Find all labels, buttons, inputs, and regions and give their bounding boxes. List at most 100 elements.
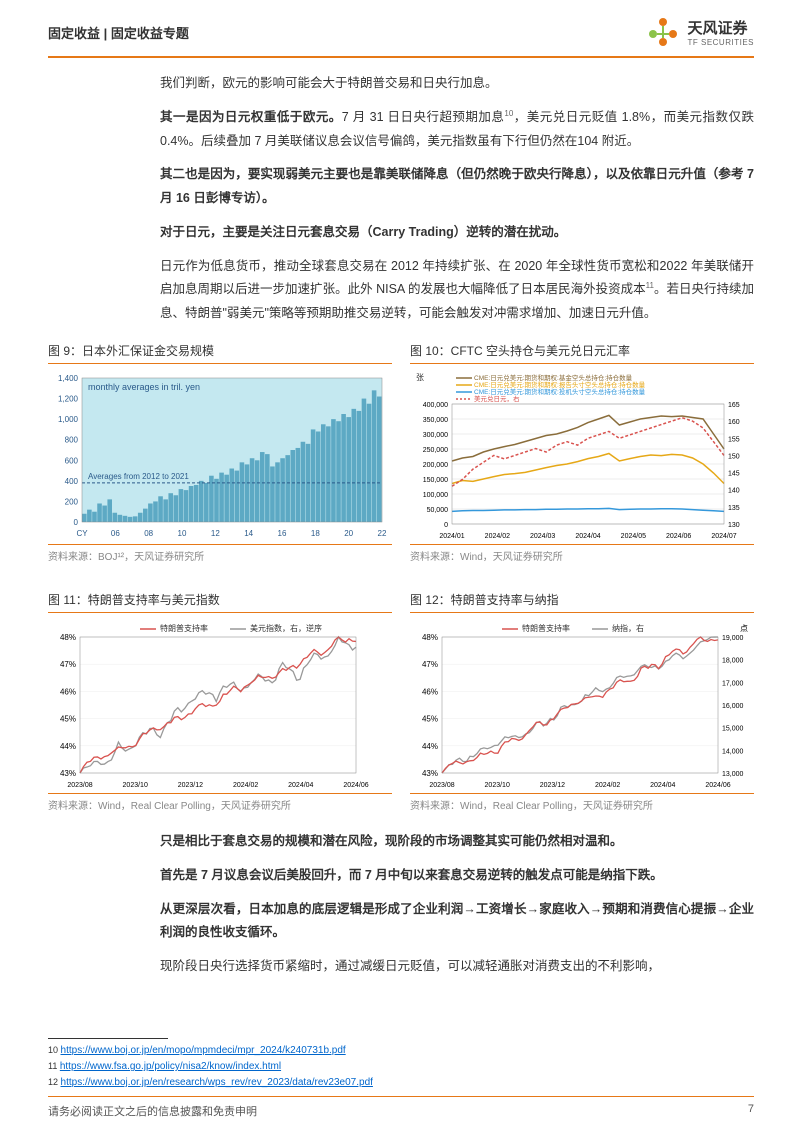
document-category: 固定收益 | 固定收益专题 [48, 23, 189, 42]
svg-text:140: 140 [728, 488, 740, 495]
svg-text:19,000: 19,000 [722, 635, 744, 642]
page-header: 固定收益 | 固定收益专题 天风证券 TF SECURITIES [0, 0, 802, 56]
paragraph: 对于日元，主要是关注日元套息交易（Carry Trading）逆转的潜在扰动。 [160, 221, 754, 245]
page-number: 7 [748, 1103, 754, 1119]
footnote-12: 12 https://www.boj.or.jp/en/research/wps… [48, 1075, 754, 1091]
svg-text:特朗普支持率: 特朗普支持率 [522, 623, 570, 633]
svg-text:2023/12: 2023/12 [540, 782, 565, 789]
svg-text:2024/06: 2024/06 [705, 782, 730, 789]
svg-text:2024/06: 2024/06 [666, 533, 691, 540]
chart-9: 图 9：日本外汇保证金交易规模 02004006008001,0001,2001… [48, 342, 392, 563]
svg-text:44%: 44% [60, 742, 76, 751]
svg-text:100,000: 100,000 [423, 492, 448, 499]
company-logo: 天风证券 TF SECURITIES [645, 14, 754, 50]
svg-text:CME:日元兑美元:期货和期权:投机头寸空头总持仓:持仓数量: CME:日元兑美元:期货和期权:投机头寸空头总持仓:持仓数量 [474, 387, 646, 396]
svg-text:48%: 48% [422, 633, 438, 642]
footnote-10: 10 https://www.boj.or.jp/en/mopo/mpmdeci… [48, 1043, 754, 1059]
svg-text:15,000: 15,000 [722, 726, 744, 733]
content-block-2: 只是相比于套息交易的规模和潜在风险，现阶段的市场调整其实可能仍然相对温和。 首先… [0, 812, 802, 979]
svg-text:200,000: 200,000 [423, 462, 448, 469]
chart-12: 图 12：特朗普支持率与纳指 特朗普支持率纳指，右点43%44%45%46%47… [410, 591, 754, 812]
svg-text:2024/04: 2024/04 [575, 533, 600, 540]
footnote-ref: 10 [504, 109, 513, 118]
charts-row-2: 图 11：特朗普支持率与美元指数 特朗普支持率美元指数，右，逆序43%44%45… [0, 585, 802, 812]
svg-text:CME:日元兑美元:期货和期权:报告头寸空头总持仓:持仓数量: CME:日元兑美元:期货和期权:报告头寸空头总持仓:持仓数量 [474, 380, 646, 389]
svg-text:135: 135 [728, 505, 740, 512]
paragraph: 首先是 7 月议息会议后美股回升，而 7 月中旬以来套息交易逆转的触发点可能是纳… [160, 864, 754, 888]
svg-text:150: 150 [728, 453, 740, 460]
svg-text:2023/12: 2023/12 [178, 782, 203, 789]
svg-text:44%: 44% [422, 742, 438, 751]
svg-text:2024/07: 2024/07 [711, 533, 736, 540]
svg-text:200: 200 [65, 497, 79, 506]
svg-text:800: 800 [65, 436, 79, 445]
svg-text:2024/01: 2024/01 [439, 533, 464, 540]
svg-text:10: 10 [178, 529, 187, 538]
svg-text:CY: CY [76, 529, 88, 538]
svg-text:2023/08: 2023/08 [429, 782, 454, 789]
chart-10-canvas: 张CME:日元兑美元:期货和期权:基金空头总持仓:持仓数量CME:日元兑美元:期… [410, 370, 754, 540]
chart-title: 图 12：特朗普支持率与纳指 [410, 591, 754, 608]
paragraph: 其二也是因为，要实现弱美元主要也是靠美联储降息（但仍然晚于欧央行降息），以及依靠… [160, 163, 754, 211]
svg-text:monthly averages in tril. yen: monthly averages in tril. yen [88, 382, 200, 392]
svg-text:22: 22 [378, 529, 387, 538]
svg-text:14,000: 14,000 [722, 748, 744, 755]
logo-text: 天风证券 TF SECURITIES [687, 17, 754, 47]
svg-text:16: 16 [278, 529, 287, 538]
svg-text:张: 张 [416, 373, 424, 382]
svg-text:Averages from 2012 to 2021: Averages from 2012 to 2021 [88, 472, 189, 481]
chart-12-canvas: 特朗普支持率纳指，右点43%44%45%46%47%48%13,00014,00… [410, 619, 754, 789]
paragraph: 日元作为低息货币，推动全球套息交易在 2012 年持续扩张、在 2020 年全球… [160, 255, 754, 326]
logo-icon [645, 14, 681, 50]
paragraph: 其一是因为日元权重低于欧元。7 月 31 日日央行超预期加息10，美元兑日元贬值… [160, 106, 754, 154]
svg-text:45%: 45% [60, 715, 76, 724]
chart-source: 资料来源：BOJ¹²，天风证券研究所 [48, 544, 392, 563]
chart-source: 资料来源：Wind，Real Clear Polling，天风证券研究所 [48, 793, 392, 812]
svg-text:CME:日元兑美元:期货和期权:基金空头总持仓:持仓数量: CME:日元兑美元:期货和期权:基金空头总持仓:持仓数量 [474, 373, 633, 382]
svg-text:350,000: 350,000 [423, 417, 448, 424]
svg-text:1,200: 1,200 [58, 395, 79, 404]
svg-text:48%: 48% [60, 633, 76, 642]
svg-text:特朗普支持率: 特朗普支持率 [160, 623, 208, 633]
chart-title: 图 11：特朗普支持率与美元指数 [48, 591, 392, 608]
svg-text:50,000: 50,000 [427, 507, 449, 514]
svg-text:43%: 43% [422, 769, 438, 778]
svg-text:08: 08 [144, 529, 153, 538]
svg-text:2024/04: 2024/04 [288, 782, 313, 789]
svg-text:2023/10: 2023/10 [123, 782, 148, 789]
svg-text:46%: 46% [60, 687, 76, 696]
svg-text:600: 600 [65, 456, 79, 465]
svg-text:45%: 45% [422, 715, 438, 724]
svg-text:12: 12 [211, 529, 220, 538]
footnote-ref: 11 [646, 281, 654, 290]
chart-title: 图 9：日本外汇保证金交易规模 [48, 342, 392, 359]
svg-text:16,000: 16,000 [722, 703, 744, 710]
svg-text:2024/02: 2024/02 [233, 782, 258, 789]
svg-text:2023/08: 2023/08 [67, 782, 92, 789]
logo-en: TF SECURITIES [687, 38, 754, 47]
svg-text:160: 160 [728, 419, 740, 426]
svg-text:纳指，右: 纳指，右 [612, 623, 644, 633]
svg-text:点: 点 [740, 624, 748, 633]
svg-text:150,000: 150,000 [423, 477, 448, 484]
svg-text:1,400: 1,400 [58, 374, 79, 383]
svg-text:2024/03: 2024/03 [530, 533, 555, 540]
svg-text:165: 165 [728, 402, 740, 409]
svg-text:2024/04: 2024/04 [650, 782, 675, 789]
paragraph: 从更深层次看，日本加息的底层逻辑是形成了企业利润→工资增长→家庭收入→预期和消费… [160, 898, 754, 946]
svg-text:18,000: 18,000 [722, 658, 744, 665]
svg-text:43%: 43% [60, 769, 76, 778]
svg-text:300,000: 300,000 [423, 432, 448, 439]
svg-text:2024/02: 2024/02 [595, 782, 620, 789]
logo-cn: 天风证券 [687, 17, 754, 38]
chart-source: 资料来源：Wind，天风证券研究所 [410, 544, 754, 563]
svg-text:250,000: 250,000 [423, 447, 448, 454]
chart-title: 图 10：CFTC 空头持仓与美元兑日元汇率 [410, 342, 754, 359]
svg-text:400,000: 400,000 [423, 402, 448, 409]
svg-text:2024/05: 2024/05 [621, 533, 646, 540]
disclaimer: 请务必阅读正文之后的信息披露和免责申明 [48, 1103, 257, 1119]
svg-text:400: 400 [65, 477, 79, 486]
svg-text:18: 18 [311, 529, 320, 538]
svg-text:2024/06: 2024/06 [343, 782, 368, 789]
svg-text:130: 130 [728, 522, 740, 529]
